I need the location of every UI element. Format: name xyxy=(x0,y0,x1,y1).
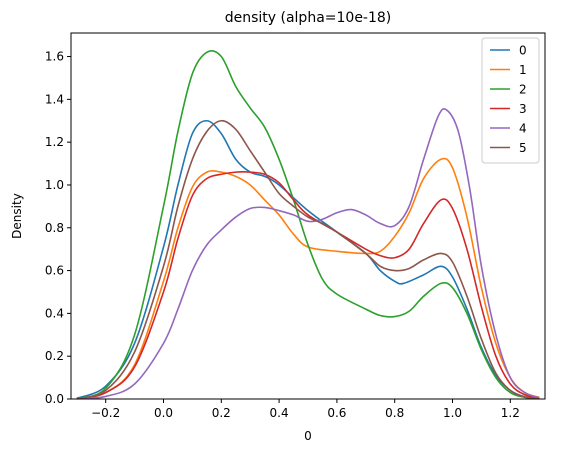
y-tick-label: 0.8 xyxy=(45,221,64,235)
y-tick-label: 1.6 xyxy=(45,50,64,64)
y-tick-label: 1.0 xyxy=(45,178,64,192)
y-tick-label: 0.6 xyxy=(45,264,64,278)
x-tick-label: 0.6 xyxy=(327,406,346,420)
legend-frame xyxy=(481,37,540,164)
y-tick-label: 0.0 xyxy=(45,392,64,406)
y-tick-label: 0.4 xyxy=(45,306,64,320)
legend-label-2: 2 xyxy=(519,83,527,97)
x-tick-label: 1.2 xyxy=(501,406,520,420)
y-axis-label: Density xyxy=(10,193,24,239)
y-tick-label: 1.2 xyxy=(45,135,64,149)
x-axis-label: 0 xyxy=(304,429,312,443)
x-tick-label: 1.0 xyxy=(443,406,462,420)
plot-area-frame xyxy=(70,32,546,400)
series-line-4 xyxy=(76,108,540,400)
series-line-1 xyxy=(76,157,540,400)
series-line-5 xyxy=(76,119,540,400)
y-tick-label: 1.4 xyxy=(45,92,64,106)
legend-label-1: 1 xyxy=(519,63,527,77)
series-line-2 xyxy=(76,50,540,400)
y-tick-label: 0.2 xyxy=(45,349,64,363)
legend-label-3: 3 xyxy=(519,102,527,116)
density-curves xyxy=(76,50,540,400)
x-tick-label: 0.0 xyxy=(154,406,173,420)
x-tick-label: 0.4 xyxy=(270,406,289,420)
x-tick-label: 0.8 xyxy=(385,406,404,420)
chart-title: density (alpha=10e-18) xyxy=(225,10,392,26)
x-tick-label: −0.2 xyxy=(91,406,120,420)
legend-label-4: 4 xyxy=(519,122,527,136)
legend-label-0: 0 xyxy=(519,44,527,58)
x-tick-label: 0.2 xyxy=(212,406,231,420)
legend: 0 1 2 3 4 5 xyxy=(481,37,540,164)
y-axis-ticks: 0.0 0.2 0.4 0.6 0.8 1.0 1.2 1.4 1.6 xyxy=(45,50,71,406)
legend-label-5: 5 xyxy=(519,141,527,155)
x-axis-ticks: −0.2 0.0 0.2 0.4 0.6 0.8 1.0 1.2 xyxy=(91,399,520,420)
